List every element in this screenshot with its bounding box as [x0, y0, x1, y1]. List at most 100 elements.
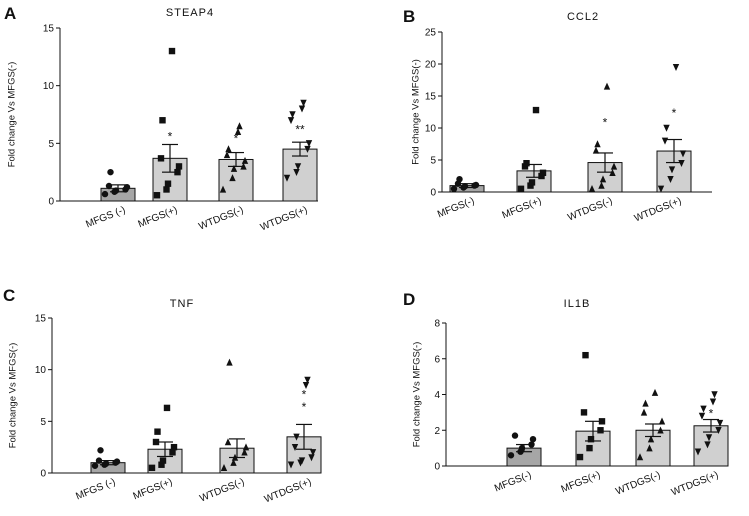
data-point-A-0	[107, 168, 114, 176]
significance-mark-C-0: *	[302, 400, 307, 414]
data-point-A-1	[168, 47, 176, 55]
data-point-B-3	[663, 124, 670, 132]
data-point-A-3	[298, 105, 306, 113]
data-point-D-1	[580, 409, 588, 416]
data-point-C-0	[102, 460, 110, 467]
data-point-B-2	[610, 162, 618, 170]
chart-title-D: IL1B	[564, 298, 591, 310]
significance-mark-A-0: *	[168, 129, 173, 143]
category-label-D-3: WTDGS(+)	[670, 470, 720, 499]
data-point-C-1	[169, 449, 176, 456]
data-point-D-3	[711, 391, 718, 399]
data-point-A-1	[159, 117, 166, 124]
data-point-C-1	[170, 443, 178, 451]
panel-B: B CCL2 Fold change Vs MFGS(-) 0 5 10 15 20 25 MFG…	[403, 7, 712, 224]
data-point-D-2	[647, 435, 655, 443]
data-point-A-2	[230, 164, 238, 172]
data-point-A-1	[163, 186, 170, 193]
data-point-A-0	[105, 182, 113, 190]
y-tick-label: 5	[48, 139, 54, 150]
data-point-C-2	[224, 438, 232, 446]
data-point-D-3	[704, 441, 711, 449]
data-point-A-3	[305, 140, 313, 148]
data-point-B-2	[603, 82, 611, 90]
data-point-D-2	[658, 417, 666, 425]
data-point-C-2	[231, 453, 239, 461]
data-point-B-2	[599, 175, 607, 183]
data-point-A-0	[112, 187, 120, 194]
data-point-B-1	[517, 185, 525, 192]
category-label-B-2: WTDGS(-)	[566, 196, 614, 224]
chart-title-A: STEAP4	[166, 7, 214, 19]
data-point-D-1	[586, 444, 593, 452]
significance-mark-B-1: *	[672, 106, 677, 120]
data-point-D-0	[529, 435, 537, 443]
data-point-A-2	[225, 145, 232, 153]
category-label-C-2: WTDGS(-)	[198, 477, 246, 505]
data-point-C-3	[302, 381, 310, 389]
data-point-A-2	[223, 151, 231, 159]
data-point-A-3	[283, 174, 291, 182]
data-point-D-2	[646, 444, 653, 452]
data-point-A-2	[229, 174, 236, 182]
y-axis-label-A: Fold change Vs MFGS(-)	[7, 62, 18, 168]
data-point-C-3	[293, 433, 300, 441]
data-point-C-1	[152, 438, 160, 446]
category-label-B-0: MFGS(-)	[436, 196, 476, 221]
data-point-D-1	[597, 427, 604, 434]
data-point-C-3	[287, 461, 295, 469]
y-tick-label: 10	[425, 124, 437, 135]
category-label-A-0: MFGS (-)	[84, 205, 127, 231]
y-tick-label: 0	[430, 188, 436, 199]
data-point-C-3	[308, 454, 315, 462]
data-point-D-2	[642, 399, 649, 407]
y-tick-label: 4	[434, 390, 440, 401]
data-point-D-3	[709, 398, 717, 406]
category-label-D-2: WTDGS(-)	[614, 470, 662, 498]
data-point-D-2	[636, 453, 644, 461]
significance-mark-A-1: *	[234, 132, 239, 146]
y-tick-label: 20	[425, 60, 437, 71]
y-tick-label: 5	[40, 417, 46, 428]
panel-C: C TNF Fold change Vs MFGS(-) 0 5 10 15 MFGS (-)…	[3, 286, 322, 505]
data-point-A-1	[164, 180, 172, 187]
data-point-A-3	[304, 145, 311, 153]
data-point-C-2	[220, 464, 228, 472]
data-point-A-1	[175, 163, 183, 170]
chart-title-B: CCL2	[567, 11, 599, 23]
y-tick-label: 0	[434, 462, 440, 473]
data-point-D-0	[518, 444, 526, 452]
data-point-B-0	[456, 176, 463, 183]
data-point-C-1	[163, 404, 171, 412]
data-point-B-3	[678, 160, 685, 167]
y-tick-label: 6	[434, 354, 440, 365]
data-point-B-3	[668, 166, 676, 174]
data-point-D-1	[576, 453, 584, 461]
data-point-A-3	[289, 111, 296, 119]
data-point-A-2	[241, 156, 249, 164]
data-point-C-2	[226, 358, 233, 366]
data-point-D-2	[640, 408, 648, 416]
data-point-D-3	[715, 427, 722, 435]
data-point-B-2	[592, 146, 600, 154]
data-point-C-0	[91, 462, 99, 469]
panel-label-C: C	[3, 286, 15, 305]
data-point-C-1	[148, 464, 156, 472]
category-label-A-1: MFGS(+)	[137, 205, 179, 231]
y-tick-label: 2	[434, 426, 440, 437]
panel-A: A STEAP4 Fold change Vs MFGS(-) 0 5 10 15 MFGS …	[4, 4, 318, 233]
chart-title-C: TNF	[170, 298, 194, 310]
category-label-D-0: MFGS(-)	[493, 470, 533, 495]
y-axis-label-D: Fold change Vs MFGS(-)	[412, 342, 423, 448]
data-point-C-2	[241, 448, 248, 456]
y-tick-label: 15	[35, 314, 47, 325]
y-tick-label: 10	[35, 365, 47, 376]
significance-mark-C-1: *	[302, 387, 307, 401]
data-point-D-0	[511, 432, 519, 439]
significance-mark-B-0: *	[603, 116, 608, 130]
data-point-B-1	[532, 106, 540, 114]
data-point-D-2	[651, 388, 659, 396]
category-label-C-1: MFGS(+)	[132, 477, 174, 503]
data-point-C-1	[159, 457, 167, 464]
data-point-A-1	[174, 168, 181, 176]
